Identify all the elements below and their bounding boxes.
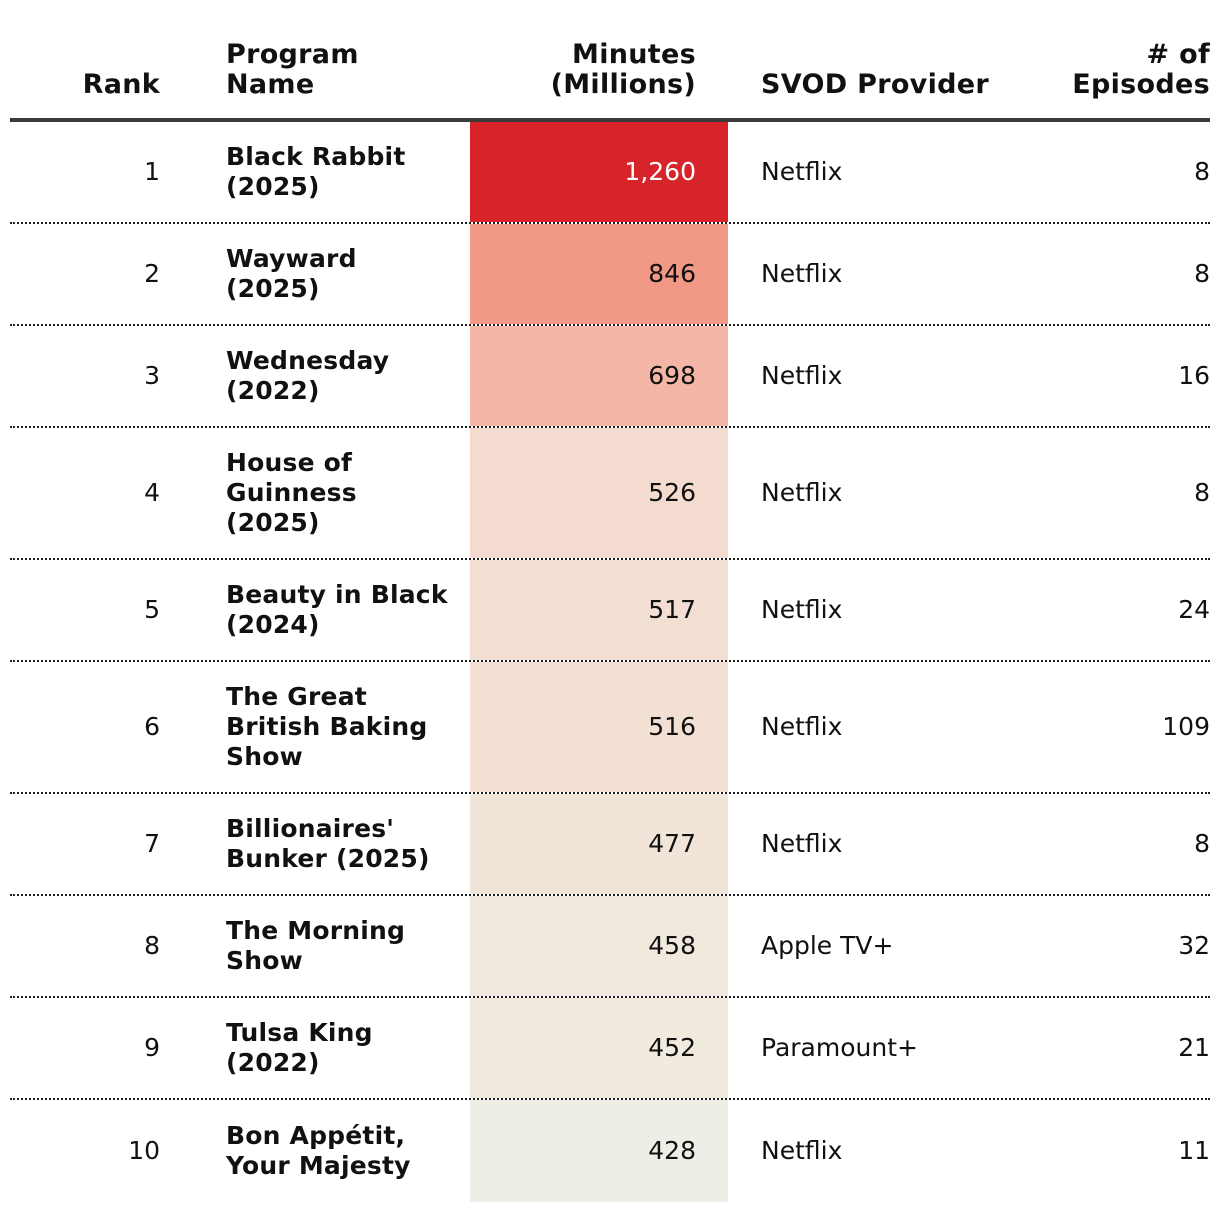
cell-program-name: Black Rabbit (2025) [226, 142, 406, 201]
table-row: 452 9 Tulsa King (2022) Paramount+ 21 [10, 998, 1210, 1100]
cell-program-name: Wednesday (2022) [226, 346, 390, 405]
header-rank: Rank [82, 69, 160, 100]
table-row: 1,260 1 Black Rabbit (2025) Netflix 8 [10, 122, 1210, 224]
cell-episodes: 8 [1194, 478, 1210, 507]
cell-program-name: The Great British Baking Show [226, 682, 428, 771]
cell-episodes: 109 [1162, 712, 1210, 741]
cell-episodes: 8 [1194, 259, 1210, 288]
cell-minutes: 458 [470, 896, 728, 996]
cell-provider: Netflix [761, 1136, 843, 1165]
cell-rank: 6 [144, 712, 160, 741]
cell-minutes: 526 [470, 428, 728, 558]
cell-program-name: The Morning Show [226, 916, 406, 975]
cell-minutes: 698 [470, 326, 728, 426]
cell-rank: 7 [144, 829, 160, 858]
cell-episodes: 24 [1178, 595, 1210, 624]
header-provider: SVOD Provider [761, 69, 989, 100]
cell-minutes: 846 [470, 224, 728, 324]
cell-rank: 4 [144, 478, 160, 507]
table-row: 428 10 Bon Appétit, Your Majesty Netflix 11 [10, 1100, 1210, 1202]
cell-program-name: Billionaires' Bunker (2025) [226, 814, 430, 873]
cell-provider: Paramount+ [761, 1033, 918, 1062]
header-minutes: Minutes (Millions) [550, 39, 696, 100]
cell-minutes: 428 [470, 1100, 728, 1202]
header-program-name: Program Name [226, 39, 359, 100]
cell-episodes: 8 [1194, 157, 1210, 186]
cell-provider: Netflix [761, 259, 843, 288]
cell-episodes: 8 [1194, 829, 1210, 858]
table-row: 517 5 Beauty in Black (2024) Netflix 24 [10, 560, 1210, 662]
cell-provider: Apple TV+ [761, 931, 894, 960]
table-row: 516 6 The Great British Baking Show Netflix 10… [10, 662, 1210, 794]
cell-provider: Netflix [761, 361, 843, 390]
cell-rank: 2 [144, 259, 160, 288]
cell-program-name: Tulsa King (2022) [226, 1018, 373, 1077]
cell-program-name: Bon Appétit, Your Majesty [226, 1121, 411, 1180]
table-body: 1,260 1 Black Rabbit (2025) Netflix 8 846 2 Wayw… [10, 122, 1210, 1202]
table-row: 477 7 Billionaires' Bunker (2025) Netflix 8 [10, 794, 1210, 896]
cell-minutes: 517 [470, 560, 728, 660]
header-episodes: # of Episodes [1072, 39, 1210, 100]
cell-episodes: 11 [1178, 1136, 1210, 1165]
table-row: 458 8 The Morning Show Apple TV+ 32 [10, 896, 1210, 998]
cell-minutes: 452 [470, 998, 728, 1098]
cell-program-name: Beauty in Black (2024) [226, 580, 448, 639]
cell-rank: 10 [128, 1136, 160, 1165]
cell-minutes: 477 [470, 794, 728, 894]
cell-provider: Netflix [761, 829, 843, 858]
table-row: 526 4 House of Guinness (2025) Netflix 8 [10, 428, 1210, 560]
cell-minutes: 1,260 [470, 122, 728, 222]
table-row: 846 2 Wayward (2025) Netflix 8 [10, 224, 1210, 326]
cell-rank: 5 [144, 595, 160, 624]
cell-provider: Netflix [761, 712, 843, 741]
cell-episodes: 21 [1178, 1033, 1210, 1062]
cell-provider: Netflix [761, 595, 843, 624]
cell-episodes: 32 [1178, 931, 1210, 960]
data-table: Rank Program Name Minutes (Millions) SVOD … [10, 0, 1210, 1202]
table-header: Rank Program Name Minutes (Millions) SVOD … [10, 0, 1210, 122]
cell-episodes: 16 [1178, 361, 1210, 390]
cell-minutes: 516 [470, 662, 728, 792]
cell-rank: 3 [144, 361, 160, 390]
cell-program-name: Wayward (2025) [226, 244, 357, 303]
cell-program-name: House of Guinness (2025) [226, 448, 357, 537]
cell-rank: 9 [144, 1033, 160, 1062]
cell-provider: Netflix [761, 478, 843, 507]
cell-provider: Netflix [761, 157, 843, 186]
cell-rank: 8 [144, 931, 160, 960]
table-row: 698 3 Wednesday (2022) Netflix 16 [10, 326, 1210, 428]
cell-rank: 1 [144, 157, 160, 186]
